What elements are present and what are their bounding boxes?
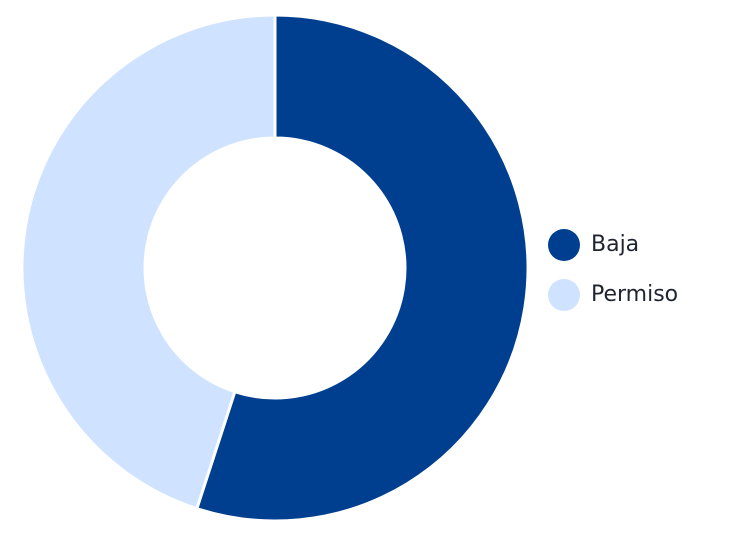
legend-label-baja: Baja <box>591 232 640 257</box>
legend-item-baja[interactable]: Baja <box>548 228 718 262</box>
legend-swatch-baja <box>548 229 580 261</box>
legend-swatch-permiso <box>548 279 580 311</box>
legend-label-permiso: Permiso <box>591 282 679 307</box>
donut-slice-permiso[interactable] <box>20 13 277 511</box>
legend: Baja Permiso <box>548 228 718 328</box>
donut-slice-baja[interactable] <box>194 13 530 523</box>
legend-item-permiso[interactable]: Permiso <box>548 278 718 312</box>
